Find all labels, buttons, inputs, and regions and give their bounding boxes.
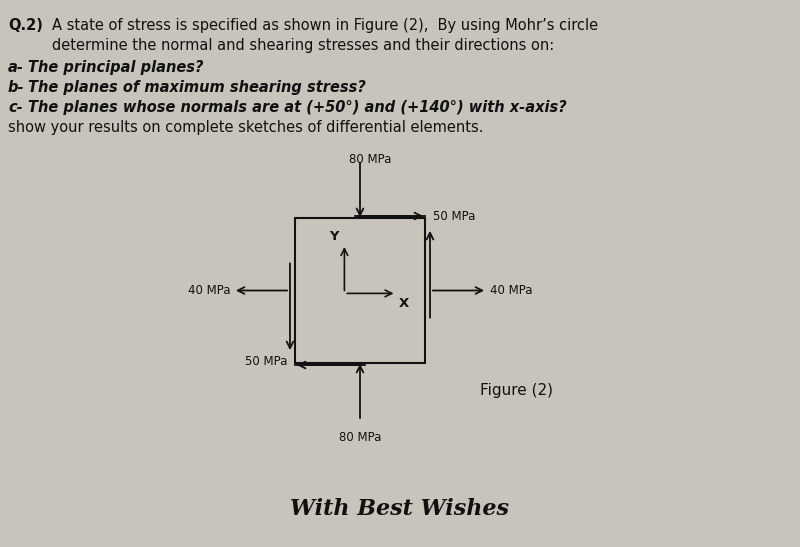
Text: b-: b- [8,80,25,95]
Text: Figure (2): Figure (2) [480,383,553,398]
Text: 40 MPa: 40 MPa [490,284,533,297]
Text: Y: Y [329,230,338,243]
Text: Q.2): Q.2) [8,18,43,33]
Text: The planes of maximum shearing stress?: The planes of maximum shearing stress? [28,80,366,95]
Text: show your results on complete sketches of differential elements.: show your results on complete sketches o… [8,120,483,135]
Text: determine the normal and shearing stresses and their directions on:: determine the normal and shearing stress… [52,38,554,53]
Text: X: X [399,298,410,310]
Text: The principal planes?: The principal planes? [28,60,203,75]
Text: 80 MPa: 80 MPa [349,153,391,166]
Text: 80 MPa: 80 MPa [339,431,381,444]
Bar [295,218,425,363]
Text: A state of stress is specified as shown in Figure (2),  By using Mohr’s circle: A state of stress is specified as shown … [52,18,598,33]
Text: With Best Wishes: With Best Wishes [290,498,510,520]
Text: a-: a- [8,60,24,75]
Text: 50 MPa: 50 MPa [433,210,475,223]
Text: 50 MPa: 50 MPa [245,355,287,368]
Text: The planes whose normals are at (+50°) and (+140°) with x-axis?: The planes whose normals are at (+50°) a… [28,100,566,115]
Text: c-: c- [8,100,22,115]
Text: 40 MPa: 40 MPa [187,284,230,297]
